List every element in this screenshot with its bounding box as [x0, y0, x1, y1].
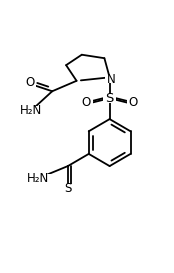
Text: H₂N: H₂N	[27, 172, 49, 185]
Bar	[103, 94, 116, 103]
Text: S: S	[105, 92, 114, 105]
Text: S: S	[64, 182, 72, 195]
Text: O: O	[25, 76, 34, 89]
Bar	[15, 106, 47, 115]
Bar	[22, 174, 54, 183]
Text: N: N	[107, 73, 116, 85]
Text: O: O	[128, 96, 138, 109]
Bar	[23, 78, 36, 87]
Bar	[61, 184, 74, 193]
Text: H₂N: H₂N	[20, 104, 42, 117]
Bar	[105, 75, 118, 84]
Bar	[80, 98, 93, 107]
Bar	[127, 98, 140, 107]
Text: O: O	[81, 96, 91, 109]
